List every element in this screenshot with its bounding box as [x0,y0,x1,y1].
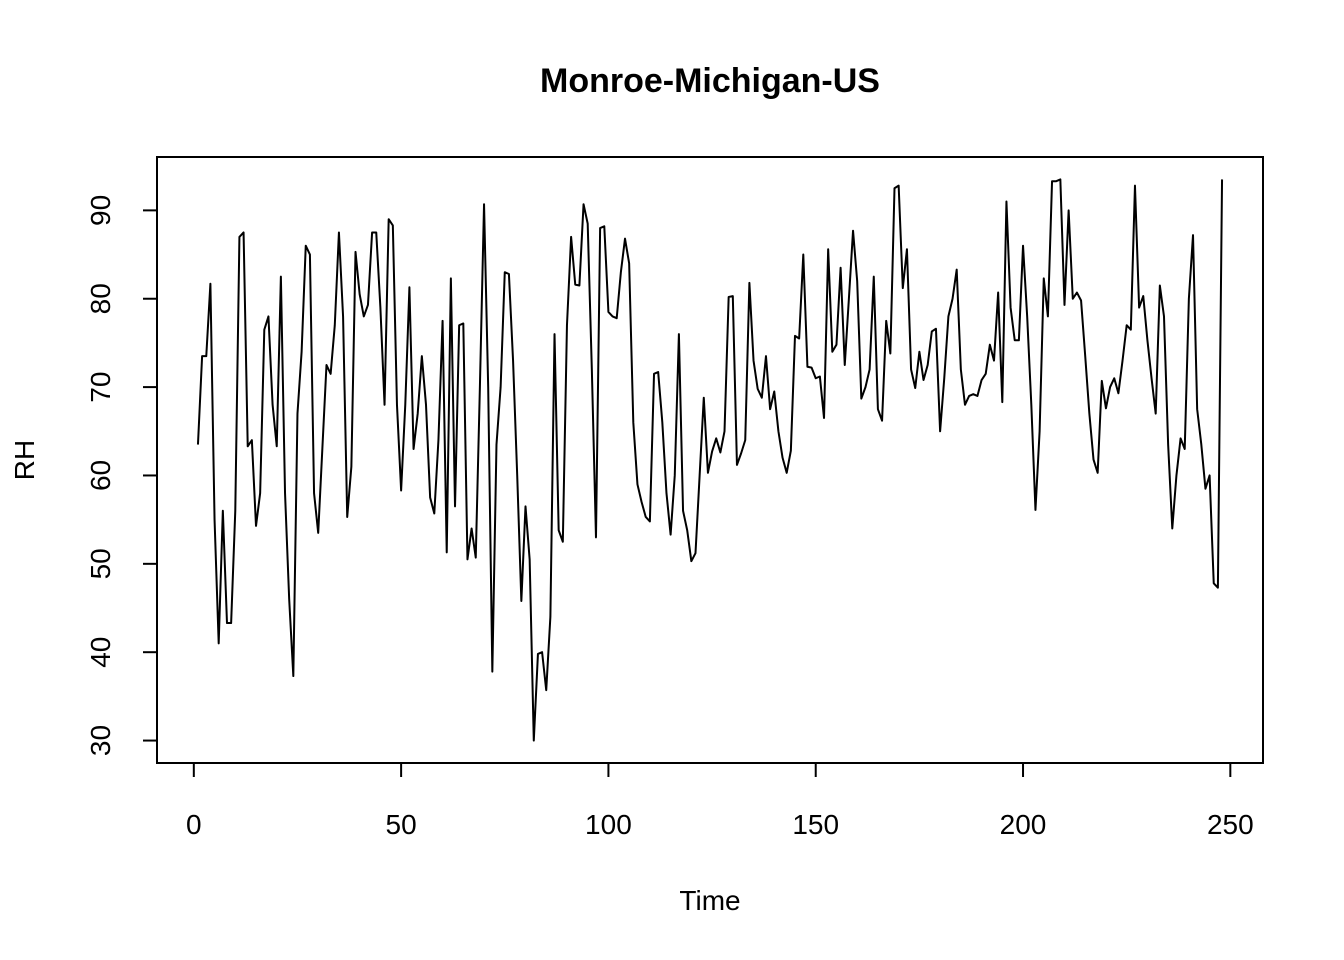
y-tick-label: 40 [85,637,116,668]
y-axis-label: RH [9,440,40,480]
chart-title: Monroe-Michigan-US [540,62,880,100]
x-tick-label: 150 [792,809,839,840]
y-tick-label: 80 [85,283,116,314]
y-tick-label: 90 [85,195,116,226]
y-tick-label: 30 [85,725,116,756]
y-tick-label: 60 [85,460,116,491]
y-tick-label: 70 [85,372,116,403]
x-axis-label: Time [679,885,740,916]
data-line [196,178,1224,742]
x-tick-label: 100 [585,809,632,840]
x-tick-label: 200 [1000,809,1047,840]
y-tick-label: 50 [85,548,116,579]
x-tick-label: 50 [386,809,417,840]
x-tick-label: 0 [186,809,202,840]
x-tick-label: 250 [1207,809,1254,840]
